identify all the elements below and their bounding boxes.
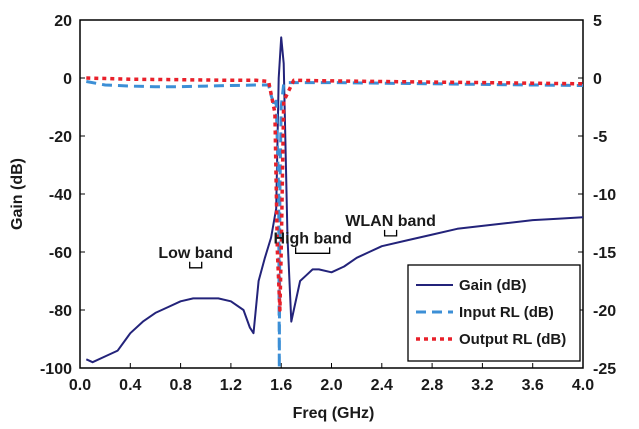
annotation: Low band — [158, 245, 233, 269]
y-tick-label: -40 — [49, 187, 72, 204]
x-tick-label: 2.4 — [371, 377, 393, 394]
y2-tick-label: -20 — [593, 303, 616, 320]
band-bracket-marker — [189, 261, 203, 269]
x-tick-label: 4.0 — [572, 377, 594, 394]
annotation-label: Low band — [158, 245, 233, 262]
x-tick-label: 3.6 — [522, 377, 544, 394]
x-tick-label: 1.6 — [270, 377, 292, 394]
y2-tick-label: -5 — [593, 129, 607, 146]
legend-label: Output RL (dB) — [459, 331, 566, 348]
x-tick-label: 0.4 — [119, 377, 141, 394]
y-tick-label: -100 — [40, 361, 72, 378]
x-tick-label: 2.0 — [320, 377, 342, 394]
y-tick-label: -80 — [49, 303, 72, 320]
x-tick-label: 0.0 — [69, 377, 91, 394]
x-axis-title: Freq (GHz) — [293, 405, 375, 422]
y2-tick-label: -25 — [593, 361, 616, 378]
y-tick-label: 20 — [54, 13, 72, 30]
y2-tick-label: -10 — [593, 187, 616, 204]
legend-label: Input RL (dB) — [459, 304, 554, 321]
x-tick-label: 2.8 — [421, 377, 443, 394]
y-tick-label: -60 — [49, 245, 72, 262]
x-tick-label: 0.8 — [169, 377, 191, 394]
x-tick-label: 3.2 — [471, 377, 493, 394]
legend: Gain (dB) Input RL (dB) Output RL (dB) — [407, 264, 581, 362]
series-line-output-rl-db — [86, 76, 584, 312]
band-bracket-marker — [294, 247, 331, 254]
y2-tick-label: 0 — [593, 71, 602, 88]
band-bracket-marker — [383, 229, 398, 237]
y2-tick-label: -15 — [593, 245, 616, 262]
series-group — [85, 36, 584, 370]
x-tick-label: 1.2 — [220, 377, 242, 394]
y-tick-label: -20 — [49, 129, 72, 146]
annotation-label: WLAN band — [345, 213, 436, 230]
y-tick-label: 0 — [63, 71, 72, 88]
series-line-input-rl-db — [86, 80, 584, 370]
annotation: High band — [274, 230, 352, 254]
annotation-label: High band — [274, 230, 352, 247]
axes: 0.0 0.4 0.8 1.2 1.6 2.0 2.4 2.8 3.2 3.6 4.0 20 0 -20 -… — [9, 13, 616, 422]
legend-label: Gain (dB) — [459, 277, 527, 294]
y2-tick-label: 5 — [593, 13, 602, 30]
y-axis-title: Gain (dB) — [9, 158, 26, 230]
series-line-gain-db — [85, 36, 584, 364]
annotation: WLAN band — [345, 213, 436, 237]
